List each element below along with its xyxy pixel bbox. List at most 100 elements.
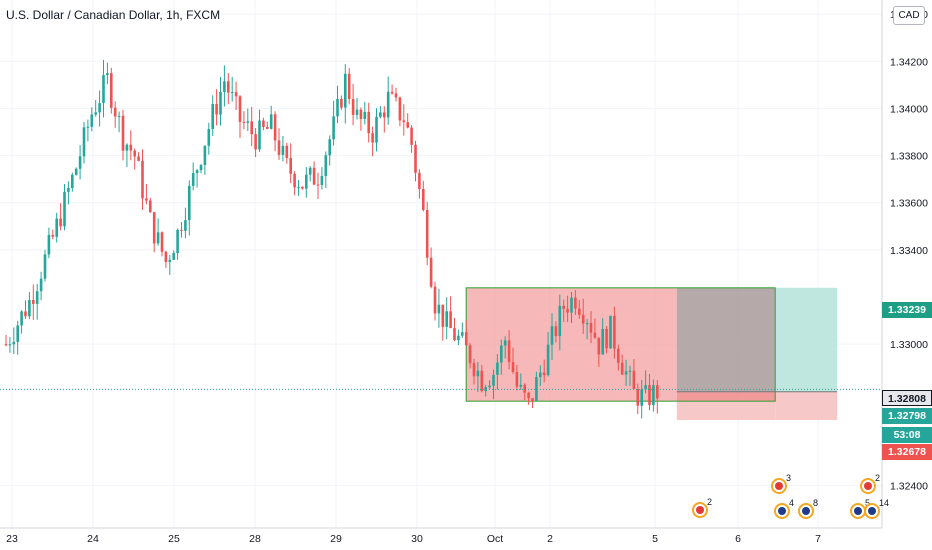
candle	[402, 104, 406, 136]
candle-body	[375, 116, 378, 143]
candle	[35, 283, 39, 320]
stop-zone	[775, 391, 838, 421]
candle	[16, 320, 19, 355]
candle-body	[12, 341, 16, 345]
candle	[43, 249, 47, 282]
candle	[129, 130, 133, 161]
candle-body	[320, 175, 324, 185]
event-flag-icon[interactable]: 8	[798, 498, 818, 519]
candle-body	[238, 96, 242, 122]
candle	[82, 122, 86, 164]
candle	[425, 201, 429, 266]
candle	[558, 294, 562, 351]
candle-body	[94, 112, 97, 115]
candle-body	[78, 156, 82, 169]
candle	[371, 126, 374, 157]
candle-body	[277, 140, 281, 155]
candle	[632, 359, 636, 390]
candle-body	[332, 116, 335, 140]
candle-body	[406, 122, 409, 128]
candle	[394, 87, 398, 102]
candle	[613, 306, 616, 359]
candle	[106, 62, 109, 85]
candle	[113, 101, 117, 128]
candle-body	[160, 232, 164, 252]
candle-body	[20, 311, 23, 326]
candle	[480, 364, 484, 393]
candle	[188, 180, 191, 236]
candle	[652, 379, 655, 412]
candle-body	[636, 388, 640, 406]
event-flag-icon[interactable]: 2	[692, 497, 712, 518]
candle-body	[558, 305, 562, 337]
candle-body	[110, 73, 113, 108]
candle	[500, 339, 503, 375]
economic-events[interactable]: 2 3 4 8 2 5 14	[692, 473, 889, 519]
candle	[422, 180, 425, 212]
candle	[110, 67, 113, 114]
time-axis[interactable]: 23 24 25 28 29 30 Oct 2 5 6 7	[0, 527, 882, 545]
candle	[340, 95, 343, 110]
event-flag-icon[interactable]: 14	[864, 498, 889, 519]
candle-body	[523, 384, 526, 393]
candle-body	[168, 259, 172, 262]
candle	[562, 299, 565, 322]
candle	[437, 288, 441, 328]
event-flag-icon[interactable]: 2	[860, 473, 880, 494]
candle	[379, 106, 382, 119]
candle	[414, 140, 417, 182]
candle-body	[418, 172, 421, 189]
candle	[476, 362, 480, 392]
currency-badge[interactable]: CAD	[893, 6, 925, 25]
candle	[527, 391, 530, 405]
stop-zone-lower	[676, 401, 776, 421]
candle-body	[262, 120, 265, 127]
candle	[383, 106, 386, 133]
candle-body	[297, 186, 300, 188]
candle-body	[188, 185, 191, 221]
candle-body	[531, 398, 534, 401]
candle-body	[433, 286, 437, 314]
candle	[429, 247, 433, 289]
candle-body	[98, 103, 101, 113]
candle-body	[535, 377, 538, 401]
candle	[199, 163, 203, 174]
y-tick-label: 1.33800	[890, 151, 928, 163]
candle	[449, 296, 452, 329]
candle-body	[386, 91, 390, 118]
candle	[301, 186, 304, 190]
candle	[578, 299, 581, 319]
candle	[640, 379, 643, 419]
candle-body	[86, 126, 90, 128]
candle	[347, 67, 351, 105]
candle-body	[230, 92, 234, 94]
candle	[531, 398, 534, 408]
event-flag-dot	[802, 507, 810, 515]
candle	[102, 59, 105, 118]
candle	[305, 167, 308, 198]
candle	[55, 212, 58, 243]
candle	[223, 65, 226, 107]
candle-body	[371, 133, 374, 143]
candle	[496, 354, 499, 390]
candle	[164, 250, 168, 268]
candle-body	[39, 278, 43, 292]
candle	[546, 332, 550, 377]
candle	[121, 109, 125, 161]
event-flag-icon[interactable]: 3	[771, 473, 791, 494]
candle	[297, 180, 300, 196]
candle-body	[574, 297, 577, 309]
candle	[67, 181, 70, 205]
candle-body	[113, 107, 117, 117]
x-tick-label: 28	[249, 533, 261, 545]
candle-body	[137, 156, 140, 161]
candle-body	[410, 127, 413, 145]
candle	[617, 344, 620, 371]
candle	[59, 203, 62, 231]
candle	[156, 218, 160, 246]
candle-body	[652, 385, 655, 406]
event-flag-icon[interactable]: 4	[774, 498, 794, 519]
candle-body	[281, 145, 285, 155]
candle-body	[67, 188, 70, 192]
